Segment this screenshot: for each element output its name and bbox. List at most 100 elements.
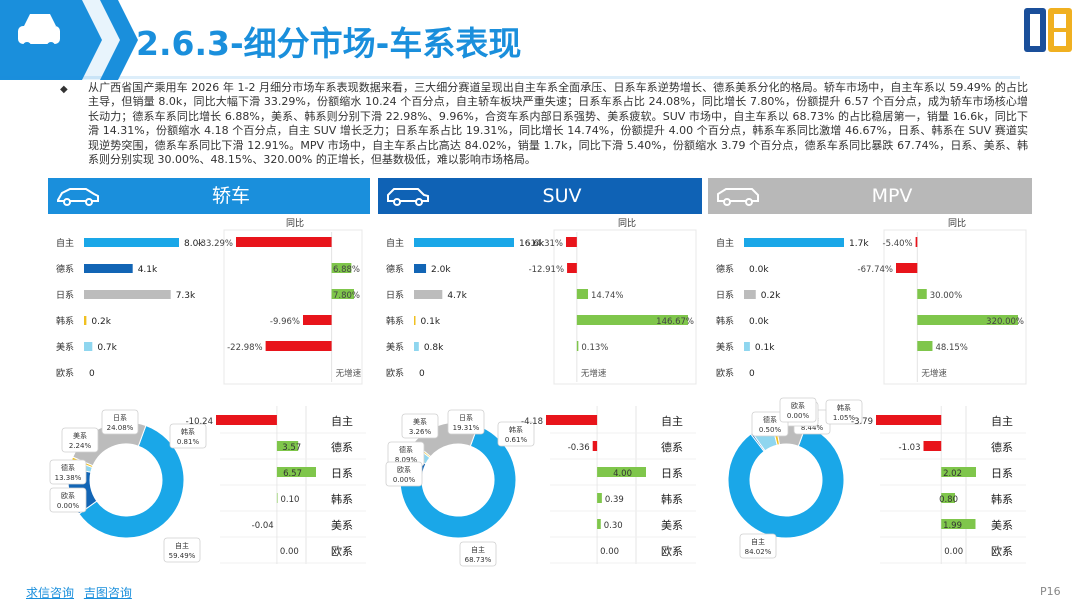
sales-category-label: 美系 <box>386 341 404 353</box>
yoy-value-label: -67.74% <box>858 265 893 275</box>
donut-callout-name: 欧系 <box>61 491 75 500</box>
yoy-value-label: -22.98% <box>227 343 262 353</box>
share-category-label: 日系 <box>661 467 683 480</box>
share-change-bar <box>941 519 976 529</box>
car-header-icon <box>18 14 60 50</box>
yoy-value-label: 无增速 <box>921 368 947 379</box>
sales-value-label: 0.0k <box>749 265 769 275</box>
donut-callout-name: 日系 <box>459 413 473 422</box>
summary-text: 从广西省国产乘用车 2026 年 1-2 月细分市场车系表现数据来看，三大细分赛… <box>88 81 1028 167</box>
share-change-label: -0.04 <box>252 521 274 531</box>
segment-label: MPV <box>871 185 913 207</box>
yoy-title: 同比 <box>618 217 636 229</box>
yoy-value-label: 6.88% <box>333 265 360 275</box>
donut-callout-value: 68.73% <box>465 556 492 564</box>
share-change-label: 6.57 <box>283 469 302 479</box>
donut-callout-box <box>779 397 817 423</box>
donut-callout-name: 美系 <box>73 431 87 440</box>
footer-link-qiuxin[interactable]: 求信咨询 <box>26 586 75 600</box>
yoy-bar <box>896 263 918 273</box>
yoy-value-label: -14.31% <box>528 239 563 249</box>
footer-link-jitu[interactable]: 吉图咨询 <box>83 586 132 600</box>
segment-header-mpv: MPV <box>708 178 1032 214</box>
yoy-bar <box>566 237 577 247</box>
donut-callout-value: 59.49% <box>169 552 196 560</box>
sales-value-label: 0.8k <box>424 343 444 353</box>
yoy-bar <box>236 237 332 247</box>
donut-callout-name: 自主 <box>751 537 765 546</box>
share-category-label: 韩系 <box>661 492 683 506</box>
donut-callout-value: 0.00% <box>787 412 810 420</box>
donut-callout-name: 欧系 <box>791 401 805 410</box>
donut-callout-box <box>825 399 863 425</box>
yoy-bar <box>917 289 927 299</box>
donut-callout-name: 欧系 <box>397 465 411 474</box>
donut-callout-name: 韩系 <box>837 403 851 412</box>
yoy-value-label: 0.13% <box>581 343 608 353</box>
company-logo <box>1024 8 1072 52</box>
share-change-bar <box>876 415 942 425</box>
yoy-value-label: -33.29% <box>198 239 233 249</box>
share-category-label: 自主 <box>331 415 353 428</box>
sales-value-label: 4.1k <box>138 265 158 275</box>
donut-callout-name: 德系 <box>61 463 75 472</box>
share-change-bar <box>923 441 942 451</box>
donut-callout-value: 1.05% <box>833 414 856 422</box>
yoy-frame <box>883 229 1027 385</box>
share-category-label: 德系 <box>331 440 353 454</box>
sales-category-label: 美系 <box>716 341 734 353</box>
donut-callout-name: 日系 <box>113 413 127 422</box>
yoy-bar <box>302 315 332 325</box>
share-category-label: 美系 <box>991 519 1013 532</box>
sales-value-label: 4.7k <box>447 291 467 301</box>
sales-bar <box>84 264 133 273</box>
page-number: P16 <box>1040 585 1061 598</box>
sales-category-label: 日系 <box>386 290 404 301</box>
sales-bar <box>84 316 87 325</box>
chart-panel-mpv: 自主 1.7k 德系 0.0k 日系 0.2k 韩系 0.0k 美系 0.1k 欧系 0 同比 -5.40… <box>716 217 1027 564</box>
yoy-title: 同比 <box>948 217 966 229</box>
share-change-bar <box>592 441 598 451</box>
page-title: 2.6.3-细分市场-车系表现 <box>136 24 522 63</box>
share-category-label: 欧系 <box>661 545 683 558</box>
donut-callout-name: 韩系 <box>509 425 523 434</box>
yoy-value-label: 30.00% <box>930 291 962 301</box>
sales-value-label: 0.0k <box>749 317 769 327</box>
sales-value-label: 2.0k <box>431 265 451 275</box>
yoy-value-label: 7.80% <box>333 291 360 301</box>
donut-callout-box <box>739 533 777 559</box>
sales-category-label: 德系 <box>386 263 404 275</box>
sales-bar <box>414 342 419 351</box>
sales-category-label: 日系 <box>56 290 74 301</box>
sales-category-label: 日系 <box>716 290 734 301</box>
footer-links: 求信咨询 吉图咨询 <box>26 584 138 601</box>
share-category-label: 欧系 <box>331 545 353 558</box>
sales-value-label: 0 <box>89 369 95 379</box>
donut-callout-name: 德系 <box>763 415 777 424</box>
yoy-bar <box>265 341 332 351</box>
yoy-value-label: 无增速 <box>581 368 607 379</box>
sales-value-label: 0 <box>749 369 755 379</box>
sales-bar <box>84 290 171 299</box>
yoy-bar <box>915 237 918 247</box>
sales-category-label: 韩系 <box>386 315 404 327</box>
share-category-label: 韩系 <box>331 492 353 506</box>
yoy-bar <box>576 341 579 351</box>
sedan-icon <box>57 188 99 206</box>
yoy-value-label: 14.74% <box>591 291 623 301</box>
sales-bar <box>744 342 750 351</box>
sales-category-label: 美系 <box>56 341 74 353</box>
segment-label: 轿车 <box>211 185 250 207</box>
share-category-label: 日系 <box>331 467 353 480</box>
donut-callout-value: 3.26% <box>409 428 432 436</box>
sales-bar <box>414 290 443 299</box>
share-category-label: 德系 <box>661 440 683 454</box>
donut-callout-value: 84.02% <box>745 548 772 556</box>
donut-callout-value: 0.50% <box>759 426 782 434</box>
sales-bar <box>84 238 179 247</box>
yoy-value-label: -5.40% <box>883 239 913 249</box>
sales-bar <box>744 290 756 299</box>
sales-bar <box>414 238 514 247</box>
donut-callout-value: 0.00% <box>393 476 416 484</box>
sales-value-label: 0.2k <box>91 317 111 327</box>
